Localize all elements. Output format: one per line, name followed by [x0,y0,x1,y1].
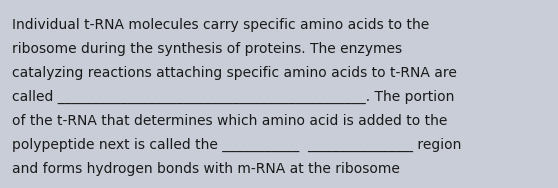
Text: of the t-RNA that determines which amino acid is added to the: of the t-RNA that determines which amino… [12,114,448,128]
Text: catalyzing reactions attaching specific amino acids to t-RNA are: catalyzing reactions attaching specific … [12,66,457,80]
Text: and forms hydrogen bonds with m-RNA at the ribosome: and forms hydrogen bonds with m-RNA at t… [12,162,400,176]
Text: polypeptide next is called the ___________  _______________ region: polypeptide next is called the _________… [12,138,461,152]
Text: Individual t-RNA molecules carry specific amino acids to the: Individual t-RNA molecules carry specifi… [12,18,429,32]
Text: called ____________________________________________. The portion: called _________________________________… [12,90,454,104]
Text: ribosome during the synthesis of proteins. The enzymes: ribosome during the synthesis of protein… [12,42,402,56]
